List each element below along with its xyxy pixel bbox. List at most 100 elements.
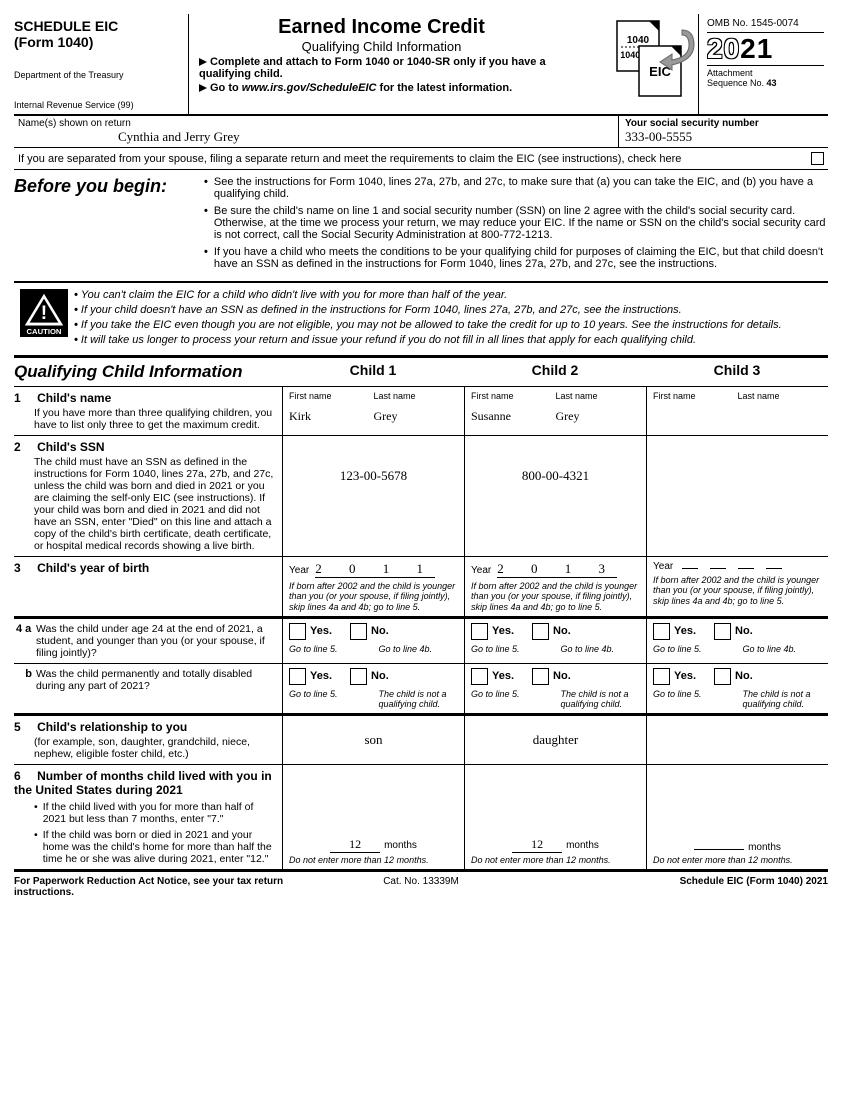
caution-c4: It will take us longer to process your r… xyxy=(74,334,828,346)
yob-note: If born after 2002 and the child is youn… xyxy=(289,581,458,612)
c2-4a-no[interactable] xyxy=(532,623,549,640)
c1-4a-no[interactable] xyxy=(350,623,367,640)
months-label: months xyxy=(384,840,417,851)
row1-label: 1 Child's name If you have more than thr… xyxy=(14,387,282,435)
ssn-cell: Your social security number 333-00-5555 xyxy=(618,116,828,147)
c3-months[interactable] xyxy=(694,849,744,850)
child3-hdr: Child 3 xyxy=(646,362,828,382)
c3-4b-yes[interactable] xyxy=(653,668,670,685)
yes-label: Yes. xyxy=(492,625,514,637)
row3-title: Child's year of birth xyxy=(37,561,149,575)
months-label: months xyxy=(748,842,781,853)
names-value[interactable]: Cynthia and Jerry Grey xyxy=(18,129,614,145)
c2-last[interactable]: Grey xyxy=(556,409,641,424)
c2-4b-no[interactable] xyxy=(532,668,549,685)
row4b-num: b xyxy=(14,668,36,692)
row3-c3: Year If born after 2002 and the child is… xyxy=(646,557,828,616)
row6-num: 6 xyxy=(14,769,34,783)
months-note: Do not enter more than 12 months. xyxy=(289,855,458,865)
c3-ssn[interactable] xyxy=(653,440,822,496)
footer-mid: Cat. No. 13339M xyxy=(285,876,556,898)
ssn-value[interactable]: 333-00-5555 xyxy=(625,129,822,145)
row4b-text: Was the child permanently and totally di… xyxy=(36,668,276,692)
months-note: Do not enter more than 12 months. xyxy=(471,855,640,865)
c3-4b-no[interactable] xyxy=(714,668,731,685)
row5-c1: son xyxy=(282,716,464,764)
c1-ssn[interactable]: 123-00-5678 xyxy=(289,440,458,512)
instr1-text: Complete and attach to Form 1040 or 1040… xyxy=(199,56,546,80)
c2-4b-yes[interactable] xyxy=(471,668,488,685)
c3-y3[interactable] xyxy=(738,568,754,569)
before-heading: Before you begin: xyxy=(14,176,204,275)
instruction-1: Complete and attach to Form 1040 or 1040… xyxy=(199,56,564,80)
irs-label: Internal Revenue Service (99) xyxy=(14,100,182,110)
row2-c3 xyxy=(646,436,828,556)
c2-rel[interactable]: daughter xyxy=(471,720,640,760)
svg-text:CAUTION: CAUTION xyxy=(27,327,62,336)
months-label: months xyxy=(566,840,599,851)
row-4b: bWas the child permanently and totally d… xyxy=(14,664,828,716)
arrow-icon xyxy=(199,58,207,66)
c1-first[interactable]: Kirk xyxy=(289,409,374,424)
row-5: 5 Child's relationship to you (for examp… xyxy=(14,716,828,765)
c1-rel[interactable]: son xyxy=(289,720,458,760)
c1-4b-yes[interactable] xyxy=(289,668,306,685)
row4a-c1: Yes.No. Go to line 5.Go to line 4b. xyxy=(282,619,464,663)
row2-desc: The child must have an SSN as defined in… xyxy=(34,456,276,552)
c1-months[interactable]: 12 xyxy=(330,837,380,853)
c2-year[interactable]: 2 0 1 3 xyxy=(497,561,617,578)
row4a-text: Was the child under age 24 at the end of… xyxy=(36,623,276,659)
arrow-icon xyxy=(199,84,207,92)
c3-y2[interactable] xyxy=(710,568,726,569)
row2-c2: 800-00-4321 xyxy=(464,436,646,556)
c2-months[interactable]: 12 xyxy=(512,837,562,853)
no-label: No. xyxy=(553,625,571,637)
row4b-c2: Yes.No. Go to line 5.The child is not a … xyxy=(464,664,646,713)
caution-text: You can't claim the EIC for a child who … xyxy=(74,289,828,349)
c2-first[interactable]: Susanne xyxy=(471,409,556,424)
before-b3: If you have a child who meets the condit… xyxy=(204,246,828,270)
caution-icon: !CAUTION xyxy=(14,289,74,349)
yes-label: Yes. xyxy=(310,625,332,637)
row1-c2: First nameLast name SusanneGrey xyxy=(464,387,646,435)
c1-4b-no[interactable] xyxy=(350,668,367,685)
form-title: Earned Income Credit xyxy=(199,16,564,39)
year-label: Year xyxy=(289,565,309,576)
c3-y1[interactable] xyxy=(682,568,698,569)
row4a-c2: Yes.No. Go to line 5.Go to line 4b. xyxy=(464,619,646,663)
c1-4a-yes[interactable] xyxy=(289,623,306,640)
c1-year[interactable]: 2 0 1 1 xyxy=(315,561,435,578)
instr2-url: www.irs.gov/ScheduleEIC xyxy=(242,82,377,94)
row-2: 2 Child's SSN The child must have an SSN… xyxy=(14,436,828,557)
c3-4a-yes[interactable] xyxy=(653,623,670,640)
header-right: OMB No. 1545-0074 2021 AttachmentSequenc… xyxy=(698,14,828,114)
form-icon-graphic: 1040 1040-SR EIC xyxy=(568,14,698,114)
names-label: Name(s) shown on return xyxy=(18,118,614,129)
row1-desc: If you have more than three qualifying c… xyxy=(34,407,276,431)
row4a-label: 4 aWas the child under age 24 at the end… xyxy=(14,619,282,663)
row-1: 1 Child's name If you have more than thr… xyxy=(14,387,828,436)
c2-ssn[interactable]: 800-00-4321 xyxy=(471,440,640,512)
tax-year: 2021 xyxy=(707,33,824,65)
attachment-seq: AttachmentSequence No. 43 xyxy=(707,65,824,88)
yes-note: Go to line 5. xyxy=(471,689,551,709)
separated-checkbox[interactable] xyxy=(811,152,824,165)
c2-4a-yes[interactable] xyxy=(471,623,488,640)
c1-last[interactable]: Grey xyxy=(374,409,459,424)
c3-4a-no[interactable] xyxy=(714,623,731,640)
row1-c3: First nameLast name xyxy=(646,387,828,435)
yes-note: Go to line 5. xyxy=(653,689,733,709)
yes-note: Go to line 5. xyxy=(289,689,369,709)
caution-c3: If you take the EIC even though you are … xyxy=(74,319,828,331)
row6-b2: If the child was born or died in 2021 an… xyxy=(34,829,276,865)
header-left: SCHEDULE EIC (Form 1040) Department of t… xyxy=(14,14,189,114)
c3-y4[interactable] xyxy=(766,568,782,569)
row2-num: 2 xyxy=(14,440,34,454)
row4b-c3: Yes.No. Go to line 5.The child is not a … xyxy=(646,664,828,713)
no-label: No. xyxy=(371,670,389,682)
yes-note: Go to line 5. xyxy=(653,644,733,654)
row4a-num: 4 a xyxy=(14,623,36,659)
c3-rel[interactable] xyxy=(653,720,822,744)
last-name-label: Last name xyxy=(738,391,823,401)
row3-c1: Year 2 0 1 1 If born after 2002 and the … xyxy=(282,557,464,616)
